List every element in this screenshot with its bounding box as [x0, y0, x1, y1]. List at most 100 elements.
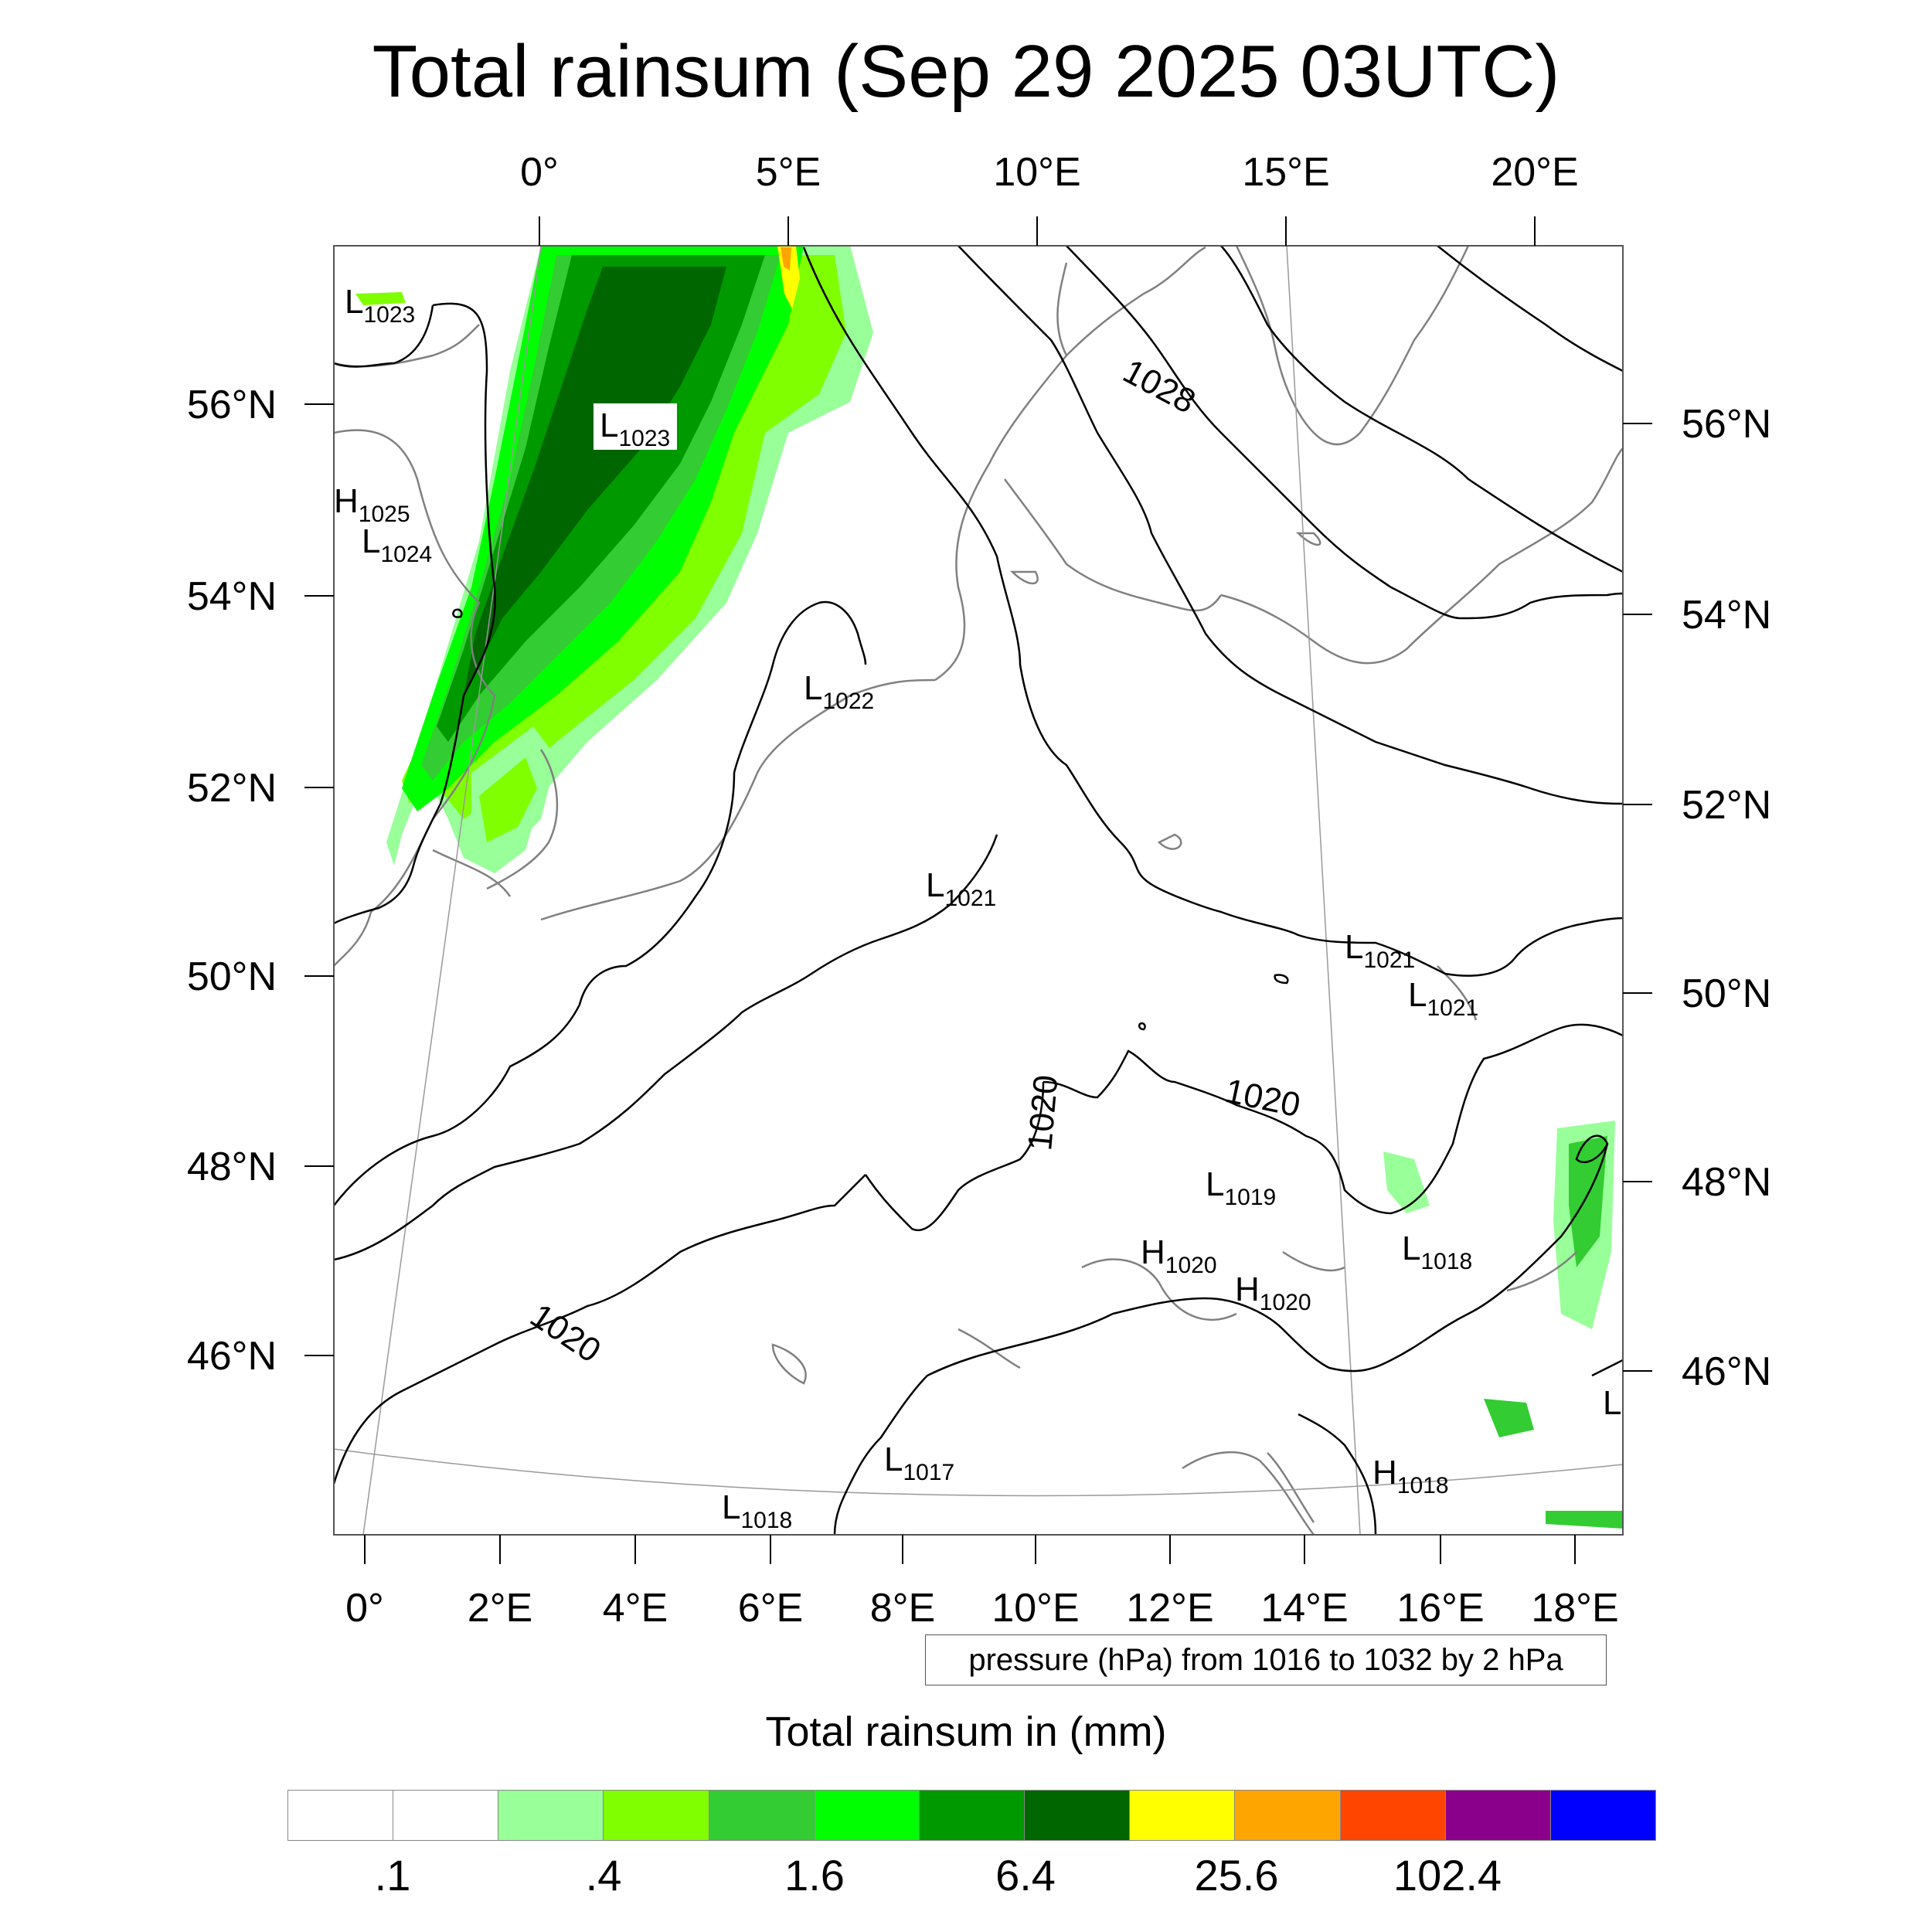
- rain-east-strip-inner: [1569, 1136, 1607, 1267]
- pressure-center-kind: H: [1235, 1270, 1260, 1308]
- rain-darkest-area: [464, 267, 726, 696]
- bottom-lon-label: 10°E: [992, 1586, 1079, 1631]
- map-title: Total rainsum (Sep 29 2025 03UTC): [372, 30, 1560, 113]
- right-lat-label: 56°N: [1682, 402, 1771, 447]
- pressure-center-kind: L: [362, 522, 380, 560]
- bottom-lon-label: 8°E: [870, 1586, 935, 1631]
- pressure-legend-note: pressure (hPa) from 1016 to 1032 by 2 hP…: [925, 1634, 1607, 1685]
- pressure-center: L1021: [1408, 976, 1478, 1021]
- svg-text:L1017: L1017: [884, 1440, 954, 1485]
- svg-text:L1023: L1023: [600, 406, 670, 451]
- pressure-center: L1021: [1345, 928, 1415, 973]
- top-lon-label: 15°E: [1242, 150, 1329, 195]
- pressure-center-value: 1017: [903, 1460, 954, 1485]
- pressure-center-kind: H: [334, 482, 359, 520]
- svg-text:L: L: [1603, 1384, 1621, 1422]
- pressure-center-value: 1020: [1165, 1253, 1217, 1278]
- bottom-longitude-labels: 0° 2°E 4°E 6°E 8°E 10°E 12°E 14°E 16°E 1…: [345, 1586, 1619, 1631]
- graticule: [334, 246, 1623, 1535]
- tick-marks: [304, 216, 1652, 1564]
- pressure-center-value: 1025: [359, 502, 410, 527]
- left-lat-label: 48°N: [187, 1145, 277, 1189]
- pressure-center: L1018: [722, 1488, 792, 1533]
- colorbar-box: [604, 1791, 709, 1840]
- pressure-center-value: 1020: [1260, 1290, 1311, 1315]
- pressure-center: L1017: [884, 1440, 954, 1485]
- svg-text:L1018: L1018: [1402, 1230, 1472, 1274]
- colorbar-box: [393, 1791, 499, 1840]
- map-frame: [333, 245, 1624, 1536]
- pressure-center-kind: L: [1206, 1165, 1224, 1203]
- pressure-center-kind: L: [600, 406, 618, 444]
- top-lon-label: 20°E: [1491, 150, 1578, 195]
- colorbar-box: [1130, 1791, 1236, 1840]
- pressure-center: L1022: [804, 669, 874, 714]
- colorbar-label: 25.6: [1194, 1851, 1279, 1900]
- top-lon-label: 5°E: [756, 150, 821, 195]
- colorbar-box: [1550, 1791, 1656, 1840]
- left-lat-label: 52°N: [187, 766, 277, 811]
- isobar-label: 1028: [1117, 352, 1201, 421]
- pressure-center-value: 1024: [380, 542, 432, 567]
- isobar-label: 1020: [1222, 1072, 1304, 1124]
- pressure-center: L1023: [345, 283, 415, 328]
- pressure-center: H1025: [334, 482, 410, 527]
- colorbar-box: [1025, 1791, 1131, 1840]
- right-latitude-labels: 56°N 54°N 52°N 50°N 48°N 46°N: [1682, 402, 1771, 1394]
- bottom-lon-label: 0°: [345, 1586, 384, 1631]
- pressure-center: L1024: [362, 522, 432, 567]
- rain-adriatic-strip: [1546, 1511, 1623, 1529]
- pressure-center-value: 1021: [1427, 995, 1478, 1021]
- pressure-center-kind: L: [1603, 1384, 1621, 1422]
- right-lat-label: 48°N: [1682, 1160, 1771, 1205]
- colorbar-label: 102.4: [1393, 1851, 1502, 1900]
- pressure-center-value: 1019: [1224, 1185, 1276, 1210]
- pressure-center-value: 1023: [363, 302, 415, 328]
- svg-text:H1020: H1020: [1235, 1270, 1311, 1315]
- pressure-center-value: 1022: [822, 689, 874, 714]
- rain-scotland-patch: [355, 292, 406, 305]
- colorbar-label: .4: [585, 1851, 622, 1900]
- pressure-center-value: 1023: [618, 426, 670, 451]
- svg-text:L1021: L1021: [926, 866, 996, 911]
- precipitation-field: [355, 246, 1623, 1529]
- pressure-center-value: 1021: [944, 886, 996, 911]
- colorbar-box: [709, 1791, 815, 1840]
- top-longitude-labels: 0° 5°E 10°E 15°E 20°E: [520, 150, 1579, 195]
- colorbar-title: Total rainsum in (mm): [765, 1709, 1167, 1755]
- top-lon-label: 10°E: [993, 150, 1080, 195]
- rain-hungary-patch: [1383, 1151, 1430, 1213]
- pressure-center-kind: L: [804, 669, 822, 707]
- colorbar-box: [498, 1791, 604, 1840]
- isobar-label: 1020: [523, 1297, 607, 1370]
- rain-croatia-patch: [1484, 1399, 1534, 1437]
- colorbar: [287, 1790, 1656, 1841]
- svg-text:H1025: H1025: [334, 482, 410, 527]
- pressure-center-value: 1018: [1397, 1473, 1449, 1498]
- right-lat-label: 50°N: [1682, 971, 1771, 1016]
- svg-text:H1020: H1020: [1141, 1233, 1217, 1278]
- pressure-center-value: 1021: [1363, 947, 1415, 973]
- right-lat-label: 54°N: [1682, 593, 1771, 638]
- bottom-lon-label: 14°E: [1260, 1586, 1348, 1631]
- pressure-center: H1018: [1372, 1454, 1449, 1498]
- bottom-lon-label: 6°E: [738, 1586, 803, 1631]
- left-latitude-labels: 56°N 54°N 52°N 50°N 48°N 46°N: [187, 383, 277, 1379]
- pressure-center-kind: L: [1345, 928, 1363, 966]
- left-lat-label: 50°N: [187, 954, 277, 999]
- pressure-center-kind: L: [884, 1440, 903, 1478]
- colorbar-box: [1235, 1791, 1341, 1840]
- colorbar-label: 1.6: [784, 1851, 845, 1900]
- pressure-centers: L1023 L1023 H1025 L1024 L1022 L1021 L102…: [334, 283, 1621, 1533]
- pressure-center-kind: L: [722, 1488, 740, 1526]
- bottom-lon-label: 16°E: [1396, 1586, 1484, 1631]
- pressure-center: L1018: [1402, 1230, 1472, 1274]
- pressure-center-kind: H: [1141, 1233, 1165, 1271]
- colorbar-box: [919, 1791, 1026, 1840]
- left-lat-label: 54°N: [187, 574, 277, 619]
- right-lat-label: 46°N: [1682, 1349, 1771, 1394]
- svg-text:L1023: L1023: [345, 283, 415, 328]
- pressure-center: L1019: [1206, 1165, 1276, 1210]
- bottom-lon-label: 4°E: [603, 1586, 668, 1631]
- bottom-lon-label: 12°E: [1126, 1586, 1213, 1631]
